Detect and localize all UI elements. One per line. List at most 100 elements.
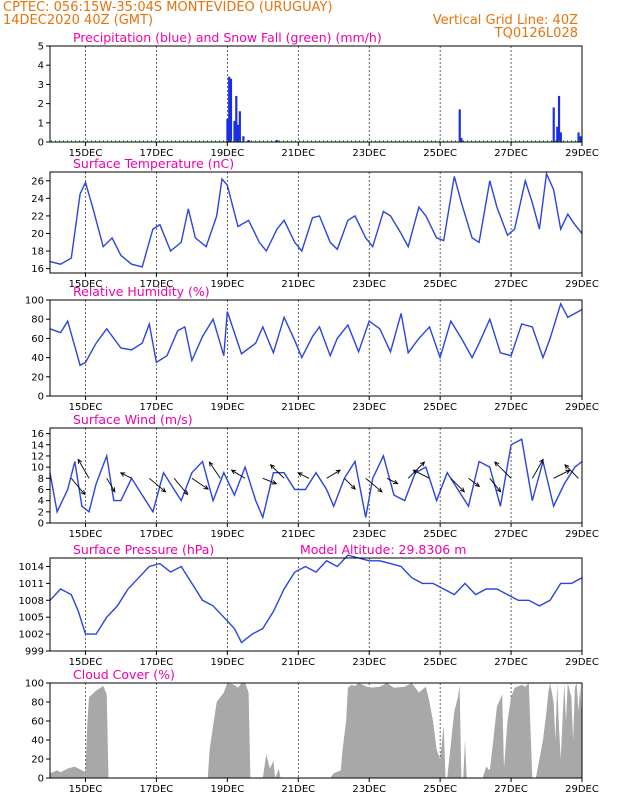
y-tick-label: 20 <box>31 229 44 240</box>
wind-arrow-shaft <box>70 478 86 495</box>
y-tick-label: 5 <box>38 42 44 53</box>
wind-arrow-shaft <box>262 477 277 485</box>
x-tick-label: 27DEC <box>494 529 528 540</box>
y-tick-label: 2 <box>38 99 44 110</box>
wind-arrow <box>191 477 209 490</box>
x-tick-label: 17DEC <box>140 784 174 795</box>
humidity-title: Relative Humidity (%) <box>73 284 210 299</box>
wind-arrow-head <box>459 487 466 493</box>
y-tick-label: 1 <box>38 118 44 129</box>
wind-arrow-head <box>119 472 126 477</box>
y-tick-label: 999 <box>25 647 44 658</box>
wind-arrow-shaft <box>149 477 166 493</box>
x-tick-label: 27DEC <box>494 784 528 795</box>
wind-arrow-head <box>496 487 502 493</box>
precip-bar <box>226 118 229 142</box>
y-tick-label: 26 <box>31 176 44 187</box>
wind-arrow-shaft <box>564 464 579 479</box>
x-tick-label: 15DEC <box>69 148 103 159</box>
wind-arrow-head <box>80 489 86 496</box>
x-tick-label: 23DEC <box>352 402 386 413</box>
precipitation-title: Precipitation (blue) and Snow Fall (gree… <box>73 30 382 45</box>
y-tick-label: 3 <box>38 80 44 91</box>
wind-arrow-shaft <box>489 478 501 493</box>
wind-arrow-shaft <box>450 477 465 493</box>
precip-bar <box>579 136 582 142</box>
pressure-frame <box>49 557 583 652</box>
y-tick-label: 4 <box>38 496 44 507</box>
y-tick-label: 20 <box>31 755 44 766</box>
y-tick-label: 1002 <box>19 630 44 641</box>
y-tick-label: 1011 <box>19 579 44 590</box>
wind-arrow-head <box>494 461 500 467</box>
y-tick-label: 0 <box>38 774 44 785</box>
wind-arrow <box>262 477 278 485</box>
precip-bar <box>236 124 240 142</box>
x-tick-label: 27DEC <box>494 279 528 290</box>
x-tick-label: 21DEC <box>281 279 315 290</box>
wind-arrow <box>531 458 544 479</box>
y-tick-label: 0 <box>38 138 44 149</box>
precip-bar <box>238 111 241 142</box>
header-grid-note: Vertical Grid Line: 40Z <box>433 13 578 28</box>
precip-bar <box>460 138 463 142</box>
x-tick-label: 25DEC <box>423 529 457 540</box>
wind-arrow <box>553 469 571 479</box>
precip-bar <box>247 140 250 142</box>
x-tick-label: 23DEC <box>352 529 386 540</box>
wind-arrow-shaft <box>297 472 310 479</box>
wind-series-line <box>49 438 583 520</box>
x-tick-label: 21DEC <box>281 402 315 413</box>
wind-arrow-head <box>335 469 341 475</box>
wind-arrow-head <box>208 461 214 467</box>
wind-arrow <box>173 478 189 496</box>
y-tick-label: 0 <box>38 392 44 403</box>
temperature-series-line <box>49 171 583 268</box>
x-tick-label: 27DEC <box>494 148 528 159</box>
wind-arrow-shaft <box>494 461 512 479</box>
x-tick-label: 21DEC <box>281 529 315 540</box>
wind-arrow <box>386 477 399 485</box>
y-tick-label: 8 <box>38 474 44 485</box>
x-tick-label: 19DEC <box>210 784 244 795</box>
y-tick-label: 1005 <box>19 613 44 624</box>
wind-title: Surface Wind (m/s) <box>73 412 193 427</box>
wind-arrow <box>269 464 285 479</box>
x-tick-label: 29DEC <box>565 148 599 159</box>
wind-arrow-shaft <box>120 472 132 479</box>
precip-bar <box>228 76 231 142</box>
y-tick-label: 40 <box>31 736 44 747</box>
x-tick-label: 17DEC <box>140 657 174 668</box>
precip-bar <box>577 132 580 142</box>
y-tick-label: 10 <box>31 463 44 474</box>
precipitation-panel: 0 1 2 3 4 5 15DEC 17DEC 19DEC 21DEC 23DEC 25DEC 27DE… <box>38 30 599 159</box>
wind-arrow-head <box>377 487 383 493</box>
x-tick-label: 19DEC <box>210 657 244 668</box>
x-tick-label: 15DEC <box>69 529 103 540</box>
wind-arrow-head <box>420 461 426 467</box>
cloud-cover-title: Cloud Cover (%) <box>73 667 175 682</box>
x-tick-label: 29DEC <box>565 529 599 540</box>
precip-bar <box>235 95 238 142</box>
y-tick-label: 6 <box>38 485 44 496</box>
y-tick-label: 2 <box>38 507 44 518</box>
wind-arrow-head <box>160 487 167 493</box>
temperature-frame <box>49 171 583 274</box>
wind-arrow-head <box>230 469 237 475</box>
wind-arrow <box>450 477 466 493</box>
wind-arrow <box>106 478 116 493</box>
wind-frame <box>49 427 583 524</box>
x-tick-label: 25DEC <box>423 657 457 668</box>
wind-arrow <box>412 469 430 479</box>
wind-arrow-head <box>203 484 209 490</box>
humidity-frame <box>49 299 583 397</box>
x-tick-label: 23DEC <box>352 784 386 795</box>
x-tick-label: 19DEC <box>210 402 244 413</box>
wind-arrow <box>494 461 512 479</box>
y-tick-label: 100 <box>25 679 44 690</box>
wind-arrow-head <box>271 480 278 485</box>
wind-arrow-shaft <box>209 461 221 479</box>
y-tick-label: 12 <box>31 451 44 462</box>
x-tick-label: 19DEC <box>210 529 244 540</box>
